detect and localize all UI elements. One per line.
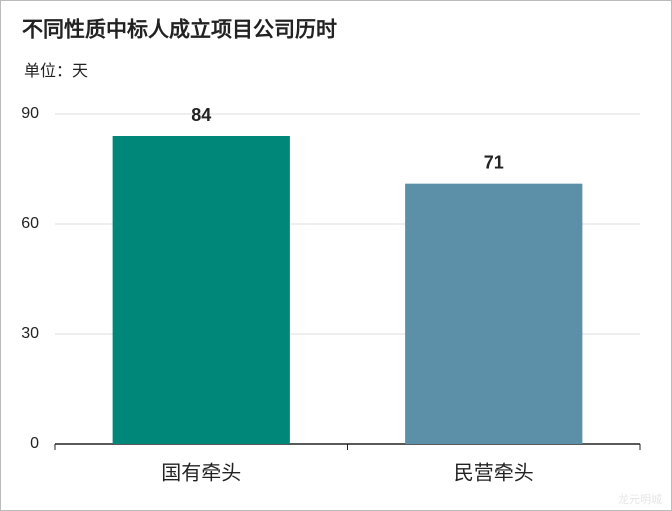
watermark: 龙元明城 <box>618 493 662 506</box>
y-tick-label: 60 <box>21 215 39 232</box>
x-tick-label: 民营牵头 <box>454 461 534 484</box>
chart-subtitle: 单位：天 <box>24 62 88 80</box>
bar <box>112 136 290 444</box>
y-tick-label: 0 <box>30 435 39 452</box>
data-label: 84 <box>191 105 211 125</box>
x-tick-label: 国有牵头 <box>161 461 241 484</box>
bar <box>405 183 583 444</box>
y-tick-label: 30 <box>21 325 39 342</box>
chart-title: 不同性质中标人成立项目公司历时 <box>22 18 337 42</box>
y-tick-label: 90 <box>21 105 39 122</box>
data-label: 71 <box>484 152 504 172</box>
